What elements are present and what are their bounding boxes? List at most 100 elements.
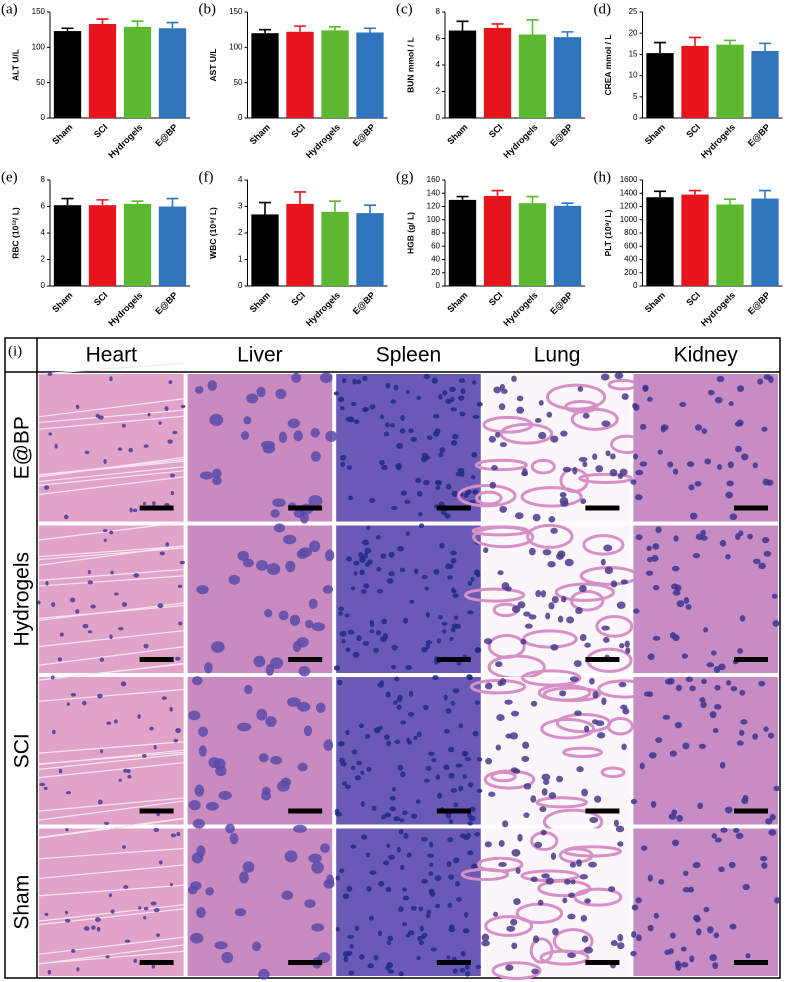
panel-label: (f) [199,169,214,185]
nucleus [467,782,474,788]
nucleus [514,512,524,520]
nucleus [87,580,94,585]
nucleus [696,928,702,936]
nucleus [720,827,728,833]
nucleus [495,661,503,668]
scale-bar [436,960,471,965]
nucleus [298,547,313,558]
nucleus [110,909,115,914]
nucleus [169,706,173,712]
nucleus [69,597,76,603]
nucleus [645,570,654,576]
nucleus [376,566,382,572]
nucleus [464,757,472,762]
tissue-bg [633,374,778,522]
nucleus [448,874,455,880]
nucleus [386,962,394,969]
nucleus [362,539,370,546]
nucleus [689,512,698,520]
nucleus [642,384,649,392]
bar [716,204,744,286]
bar [518,203,547,286]
fiber-gap [38,741,184,754]
nucleus [258,968,270,980]
nucleus [351,749,358,755]
scale-bar [288,960,323,965]
nucleus [64,910,68,915]
nucleus [152,501,156,506]
error-bar [96,18,109,25]
nucleus [346,885,353,892]
nucleus [474,832,481,837]
nucleus [647,874,653,882]
nucleus [359,557,366,563]
nucleus [630,479,637,485]
nucleus [196,907,206,918]
nucleus [286,697,301,707]
nucleus [350,586,356,591]
nucleus [284,850,298,863]
micrograph [470,669,652,835]
nucleus [759,855,768,862]
bar [123,26,152,119]
nucleus [467,850,474,856]
micrograph [187,823,335,980]
nucleus [278,610,289,621]
nucleus [481,940,490,947]
nucleus [192,818,205,829]
nucleus [450,788,458,793]
nucleus [563,878,571,885]
nucleus [674,721,683,729]
y-tick-label: 400 [624,255,638,264]
nucleus [368,915,374,921]
nucleus [364,561,370,567]
bar [518,34,547,118]
nucleus [84,450,90,455]
nucleus [272,498,286,508]
nucleus [445,398,452,405]
nucleus [362,407,368,413]
tissue-bg [484,374,630,522]
nucleus [252,941,262,952]
nucleus [435,485,441,491]
nucleus [472,414,480,419]
scale-bar [734,657,768,662]
y-tick-label: 4 [41,228,46,237]
nucleus [388,551,395,558]
nucleus [583,725,590,733]
nucleus [742,794,749,801]
nucleus [187,885,198,895]
nucleus [214,941,228,950]
nucleus [377,682,384,688]
nucleus [380,553,387,559]
fiber-gap [38,749,184,766]
nucleus [51,602,56,608]
nucleus [498,403,506,411]
nucleus [511,848,521,857]
nucleus [510,918,518,926]
nucleus [376,588,384,594]
x-tick-label: Sham [643,290,667,314]
nucleus [517,601,526,609]
y-tick-label: 4 [436,60,441,69]
nucleus [767,732,775,739]
nucleus [609,469,618,477]
nucleus [434,875,442,882]
scale-bar [436,808,471,814]
nucleus [499,442,507,448]
nucleus [369,404,376,410]
nucleus [462,773,467,779]
y-tick-label: 3 [238,202,243,211]
tissue-bg [633,525,778,673]
tissue-bg [336,525,481,673]
nucleus [739,689,746,696]
nucleus [595,465,604,473]
nucleus [337,679,343,686]
nucleus [501,388,508,394]
nucleus [310,451,321,462]
bar [53,31,82,118]
micrograph [38,817,184,976]
nucleus [689,955,695,963]
nucleus [625,647,631,655]
nucleus [114,592,119,596]
